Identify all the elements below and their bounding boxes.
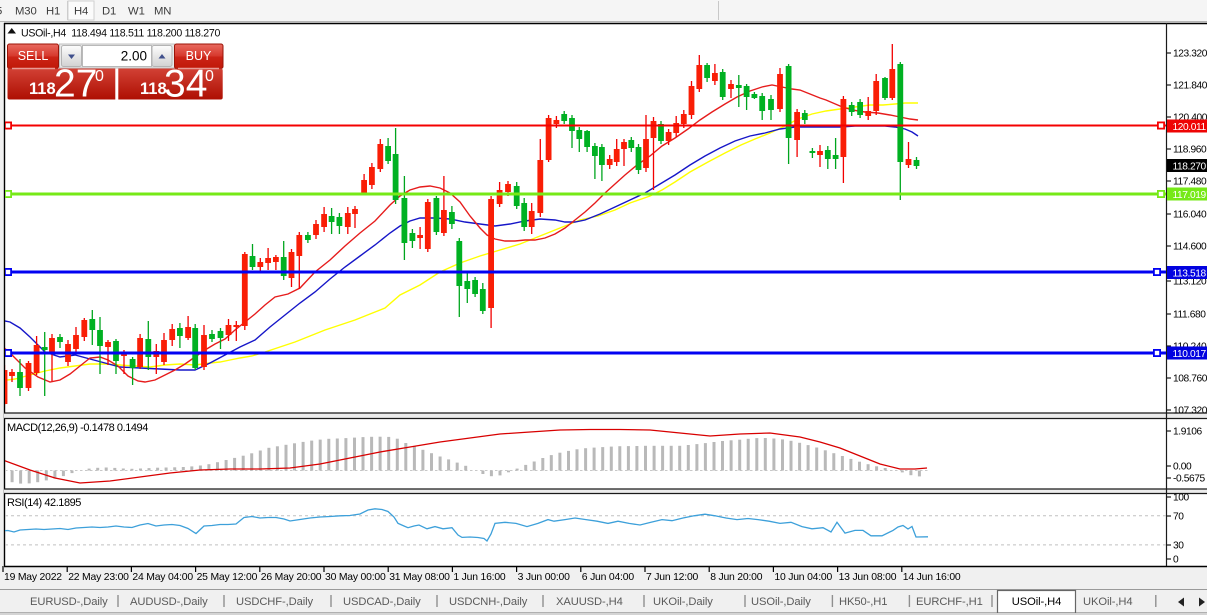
- svg-text:H4: H4: [74, 6, 88, 18]
- svg-text:EURCHF-,H1: EURCHF-,H1: [916, 596, 983, 608]
- svg-text:H1: H1: [46, 6, 60, 18]
- svg-text:19 May 2022: 19 May 2022: [4, 572, 62, 583]
- svg-text:7 Jun 12:00: 7 Jun 12:00: [646, 572, 699, 583]
- svg-text:EURUSD-,Daily: EURUSD-,Daily: [30, 596, 108, 608]
- svg-text:113.120: 113.120: [1173, 277, 1207, 288]
- svg-text:118.270: 118.270: [1173, 161, 1207, 172]
- svg-text:M30: M30: [15, 6, 37, 18]
- svg-text:31 May 08:00: 31 May 08:00: [389, 572, 450, 583]
- svg-text:110.017: 110.017: [1173, 349, 1207, 360]
- svg-text:2.00: 2.00: [121, 49, 147, 64]
- svg-text:RSI(14) 42.1895: RSI(14) 42.1895: [7, 497, 81, 509]
- svg-text:XAUUSD-,H4: XAUUSD-,H4: [556, 596, 623, 608]
- svg-text:HK50-,H1: HK50-,H1: [839, 596, 887, 608]
- svg-text:114.600: 114.600: [1173, 242, 1207, 253]
- svg-text:USOil-,H4 118.494 118.511 118: USOil-,H4 118.494 118.511 118.200 118.27…: [21, 28, 220, 40]
- svg-text:118: 118: [140, 80, 167, 98]
- svg-text:117.480: 117.480: [1173, 177, 1207, 188]
- svg-text:D1: D1: [102, 6, 116, 18]
- svg-text:24 May 04:00: 24 May 04:00: [132, 572, 193, 583]
- svg-text:0: 0: [1173, 555, 1179, 566]
- svg-text:0: 0: [205, 68, 214, 85]
- svg-text:120.011: 120.011: [1173, 122, 1207, 133]
- svg-text:10 Jun 04:00: 10 Jun 04:00: [774, 572, 832, 583]
- svg-text:108.760: 108.760: [1173, 374, 1207, 385]
- svg-text:3 Jun 00:00: 3 Jun 00:00: [518, 572, 571, 583]
- svg-text:USDCHF-,Daily: USDCHF-,Daily: [236, 596, 314, 608]
- svg-text:1 Jun 16:00: 1 Jun 16:00: [453, 572, 506, 583]
- svg-text:118: 118: [29, 80, 56, 98]
- svg-text:USDCAD-,Daily: USDCAD-,Daily: [343, 596, 421, 608]
- svg-text:117.019: 117.019: [1173, 190, 1207, 201]
- svg-text:26 May 20:00: 26 May 20:00: [261, 572, 322, 583]
- svg-text:6 Jun 04:00: 6 Jun 04:00: [582, 572, 635, 583]
- svg-text:USOil-,H4: USOil-,H4: [1012, 596, 1061, 608]
- svg-text:BUY: BUY: [186, 49, 212, 63]
- svg-text:W1: W1: [128, 6, 145, 18]
- svg-text:AUDUSD-,Daily: AUDUSD-,Daily: [130, 596, 208, 608]
- svg-text:118.960: 118.960: [1173, 145, 1207, 156]
- svg-text:UKOil-,H4: UKOil-,H4: [1083, 596, 1132, 608]
- svg-text:0.00: 0.00: [1173, 462, 1192, 473]
- svg-text:111.680: 111.680: [1173, 310, 1206, 321]
- svg-text:34: 34: [164, 63, 207, 106]
- svg-text:113.518: 113.518: [1173, 268, 1207, 279]
- svg-text:121.840: 121.840: [1173, 81, 1207, 92]
- svg-text:MN: MN: [154, 6, 171, 18]
- svg-text:14 Jun 16:00: 14 Jun 16:00: [903, 572, 961, 583]
- svg-text:UKOil-,Daily: UKOil-,Daily: [653, 596, 713, 608]
- svg-text:SELL: SELL: [18, 49, 49, 63]
- svg-text:27: 27: [54, 63, 97, 106]
- svg-text:30 May 00:00: 30 May 00:00: [325, 572, 386, 583]
- svg-text:107.320: 107.320: [1173, 406, 1207, 417]
- svg-text:22 May 23:00: 22 May 23:00: [68, 572, 129, 583]
- svg-text:USOil-,Daily: USOil-,Daily: [751, 596, 811, 608]
- svg-text:MACD(12,26,9) -0.1478 0.1494: MACD(12,26,9) -0.1478 0.1494: [7, 422, 148, 434]
- svg-text:25 May 12:00: 25 May 12:00: [197, 572, 258, 583]
- svg-text:USDCNH-,Daily: USDCNH-,Daily: [449, 596, 528, 608]
- svg-text:5: 5: [0, 6, 2, 18]
- svg-text:30: 30: [1173, 541, 1184, 552]
- svg-text:0: 0: [95, 68, 104, 85]
- svg-text:116.040: 116.040: [1173, 210, 1207, 221]
- svg-text:13 Jun 08:00: 13 Jun 08:00: [839, 572, 897, 583]
- svg-text:-0.5675: -0.5675: [1173, 474, 1205, 485]
- svg-text:120.400: 120.400: [1173, 113, 1207, 124]
- svg-text:100: 100: [1173, 493, 1190, 504]
- svg-text:1.9106: 1.9106: [1173, 427, 1202, 438]
- svg-text:123.320: 123.320: [1173, 49, 1207, 60]
- svg-text:70: 70: [1173, 512, 1184, 523]
- svg-text:8 Jun 20:00: 8 Jun 20:00: [710, 572, 763, 583]
